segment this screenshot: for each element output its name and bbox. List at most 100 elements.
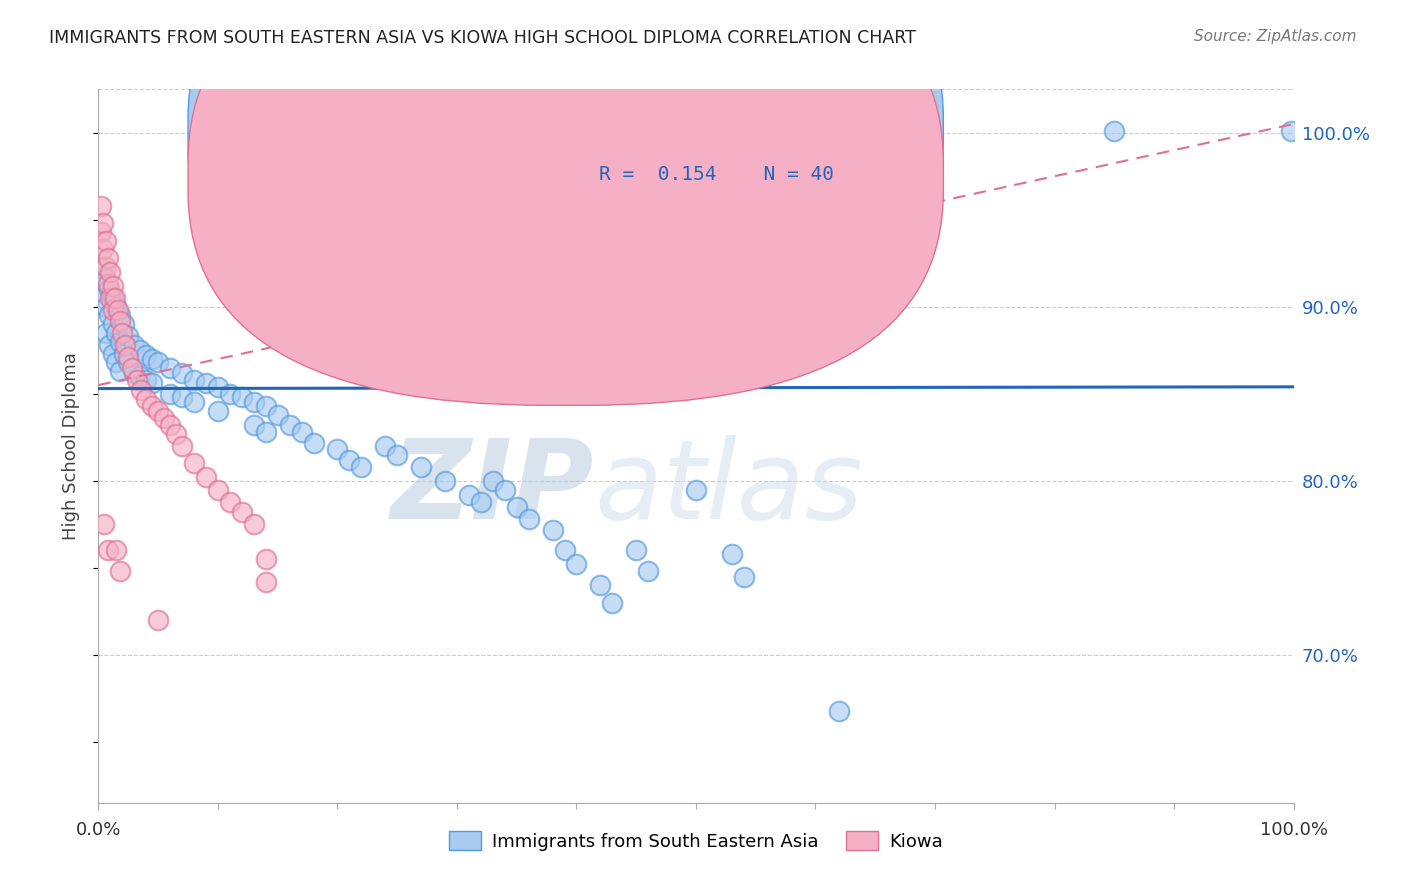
Point xyxy=(207,483,229,497)
Point xyxy=(98,265,122,279)
Point xyxy=(97,543,120,558)
Point xyxy=(97,277,120,292)
Point xyxy=(141,376,163,391)
Point xyxy=(254,574,277,589)
Point xyxy=(494,483,516,497)
Point xyxy=(195,470,218,484)
Point xyxy=(565,558,588,572)
Point xyxy=(159,386,181,401)
Point xyxy=(121,360,143,375)
Point xyxy=(254,552,277,566)
Point xyxy=(98,309,121,323)
Point xyxy=(183,373,205,387)
Point xyxy=(107,303,129,318)
Point xyxy=(94,326,117,340)
Point xyxy=(172,366,194,380)
Point xyxy=(125,373,148,387)
FancyBboxPatch shape xyxy=(188,0,943,362)
Point xyxy=(506,500,529,514)
Point xyxy=(105,326,128,340)
Point xyxy=(135,349,157,363)
Point xyxy=(105,543,128,558)
Point xyxy=(94,234,117,248)
Point xyxy=(411,459,433,474)
Point xyxy=(124,338,146,352)
Point xyxy=(105,355,128,369)
Point xyxy=(101,347,124,361)
Point xyxy=(104,291,127,305)
Point xyxy=(91,216,114,230)
Point xyxy=(1104,124,1126,138)
Point xyxy=(626,543,648,558)
FancyBboxPatch shape xyxy=(523,96,827,214)
Point xyxy=(254,425,277,439)
Point xyxy=(112,317,135,331)
Point xyxy=(278,418,301,433)
Point xyxy=(108,564,131,578)
Point xyxy=(97,251,120,265)
Point xyxy=(434,474,457,488)
Point xyxy=(148,613,170,627)
Text: R =  0.007    N = 74: R = 0.007 N = 74 xyxy=(599,122,834,142)
Point xyxy=(98,282,121,296)
Point xyxy=(108,334,131,349)
Text: atlas: atlas xyxy=(595,435,863,542)
Point xyxy=(108,309,131,323)
Point xyxy=(243,395,266,409)
Point xyxy=(91,261,114,276)
Point xyxy=(828,704,851,718)
Point xyxy=(602,596,624,610)
Point xyxy=(98,291,122,305)
Point xyxy=(93,517,115,532)
Point xyxy=(195,376,218,391)
Point xyxy=(101,291,124,305)
Point xyxy=(94,272,117,286)
Text: R =  0.154    N = 40: R = 0.154 N = 40 xyxy=(599,165,834,185)
Point xyxy=(554,543,576,558)
Point xyxy=(98,338,121,352)
Point xyxy=(141,399,163,413)
Text: Source: ZipAtlas.com: Source: ZipAtlas.com xyxy=(1194,29,1357,44)
Point xyxy=(207,380,229,394)
Point xyxy=(91,291,114,305)
Point xyxy=(374,439,396,453)
Point xyxy=(165,426,187,441)
Point xyxy=(207,404,229,418)
Point xyxy=(291,425,314,439)
Point xyxy=(517,512,540,526)
Point xyxy=(302,435,325,450)
Point xyxy=(148,404,170,418)
Point xyxy=(129,369,152,384)
Point xyxy=(685,483,707,497)
Text: ZIP: ZIP xyxy=(391,435,595,542)
Point xyxy=(733,569,755,583)
Point xyxy=(326,442,349,457)
Point xyxy=(108,364,131,378)
Point xyxy=(105,300,128,314)
Point xyxy=(153,411,176,425)
Point xyxy=(1279,124,1302,138)
Point xyxy=(470,494,492,508)
FancyBboxPatch shape xyxy=(188,0,943,405)
Point xyxy=(339,453,361,467)
Point xyxy=(112,347,135,361)
Point xyxy=(124,366,146,380)
Point xyxy=(135,373,157,387)
Point xyxy=(385,448,409,462)
Point xyxy=(183,395,205,409)
Point xyxy=(101,317,124,331)
Point xyxy=(114,338,136,352)
Point xyxy=(219,386,242,401)
Point xyxy=(135,392,157,406)
Point xyxy=(219,494,242,508)
Point xyxy=(90,199,112,213)
Point xyxy=(172,439,194,453)
Y-axis label: High School Diploma: High School Diploma xyxy=(62,352,80,540)
Point xyxy=(159,418,181,433)
Point xyxy=(267,408,290,422)
Legend: Immigrants from South Eastern Asia, Kiowa: Immigrants from South Eastern Asia, Kiow… xyxy=(441,824,950,858)
Point xyxy=(111,326,134,340)
Point xyxy=(589,578,612,592)
Point xyxy=(91,243,114,257)
Point xyxy=(172,390,194,404)
